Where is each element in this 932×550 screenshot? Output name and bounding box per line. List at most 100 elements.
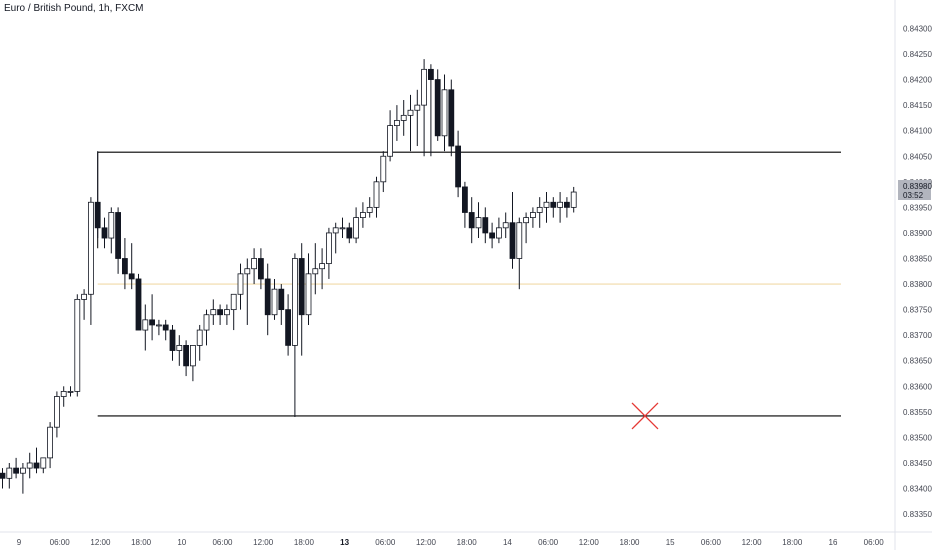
candle (155, 319, 162, 336)
candle-body-down (115, 212, 121, 259)
candle (516, 217, 523, 290)
candle (530, 207, 536, 228)
candle (448, 79, 455, 157)
price-tick-label: 0.83350 (903, 510, 932, 519)
price-tick-label: 0.83450 (903, 459, 932, 468)
price-tick-label: 0.84100 (903, 127, 932, 136)
candle (305, 253, 312, 325)
candle-body-up (142, 319, 149, 331)
price-tick-label: 0.83500 (903, 433, 932, 442)
chart-title: Euro / British Pound, 1h, FXCM (4, 3, 144, 14)
candle-body-up (230, 293, 237, 311)
candle (291, 253, 298, 417)
candle-body-up (19, 467, 26, 474)
candle (115, 207, 121, 274)
candle-body-up (6, 467, 13, 479)
candle (251, 248, 258, 285)
candle (461, 181, 468, 228)
candle (19, 462, 26, 494)
candle (189, 345, 196, 382)
candle (40, 457, 47, 474)
price-tick-label: 0.83800 (903, 280, 932, 289)
candle (393, 105, 400, 141)
candle (81, 289, 87, 320)
time-tick-label: 18:00 (294, 538, 315, 547)
candle-body-up (88, 201, 94, 295)
candle (210, 299, 217, 325)
candle (223, 304, 230, 325)
candle-body-down (509, 222, 516, 259)
candle (149, 294, 156, 341)
time-tick-label: 12:00 (579, 538, 600, 547)
candle (6, 462, 13, 489)
candle (94, 151, 101, 239)
candle-body-up (373, 181, 380, 208)
candle-body-up (210, 309, 217, 316)
candle (135, 273, 142, 331)
candle-body-up (244, 268, 251, 275)
price-axis[interactable]: 0.84300 0.84250 0.84200 0.84150 0.84100 0.840… (894, 0, 932, 550)
price-tick-label: 0.84250 (903, 50, 932, 59)
time-tick-label: 18:00 (782, 538, 803, 547)
time-tick-label: 06:00 (50, 538, 71, 547)
price-label-value: 0.83980 (903, 182, 932, 191)
time-tick-label: 12:00 (742, 538, 763, 547)
candle-body-up (319, 263, 326, 270)
candle-body-down (264, 278, 271, 316)
candle-body-down (461, 186, 468, 213)
candle-body-up (40, 457, 47, 469)
candle-body-up (502, 222, 509, 229)
x-marker-stroke (631, 402, 659, 430)
candle (60, 386, 67, 407)
candle (237, 263, 244, 310)
candle (183, 340, 190, 377)
time-tick-label: 10 (177, 538, 186, 547)
candle (257, 248, 264, 290)
candle-body-up (271, 288, 278, 316)
candle (142, 304, 149, 351)
candle-body-up (475, 217, 482, 229)
time-tick-label: 06:00 (212, 538, 233, 547)
candle-body-up (81, 293, 87, 300)
candle (482, 207, 489, 244)
candle (88, 197, 94, 325)
price-tick-label: 0.84200 (903, 76, 932, 85)
candle (230, 293, 237, 331)
candle-body-up (196, 329, 203, 346)
candle (400, 100, 407, 136)
candle (319, 248, 326, 290)
candle-body-up (203, 314, 210, 331)
candle (278, 284, 285, 325)
horizontal-levels[interactable] (97, 151, 841, 417)
price-tick-label: 0.83650 (903, 357, 932, 366)
candle-body-down (550, 201, 557, 208)
candle (244, 258, 251, 325)
candle (312, 243, 319, 295)
candle-body-up (407, 109, 414, 116)
price-tick-label: 0.84150 (903, 101, 932, 110)
candle-body-down (285, 309, 292, 346)
candle-body-down (482, 217, 489, 234)
candle-body-up (332, 227, 339, 234)
candle (176, 335, 183, 366)
price-tick-label: 0.83600 (903, 382, 932, 391)
candle-body-up (60, 391, 67, 397)
candle-body-up (251, 258, 258, 270)
time-tick-label: 06:00 (864, 538, 885, 547)
candle-body-down (135, 278, 142, 331)
candle (33, 447, 40, 474)
candle-body-down (468, 212, 475, 229)
candle-body-up (557, 201, 563, 208)
candle-body-up (108, 212, 115, 239)
candle (196, 324, 203, 361)
candle (427, 64, 434, 157)
price-tick-label: 0.83400 (903, 485, 932, 494)
candle (101, 217, 108, 249)
time-tick-label: 12:00 (253, 538, 274, 547)
candle-body-down (13, 467, 20, 474)
candle-body-up (237, 273, 244, 295)
candle-body-up (414, 104, 421, 111)
candle (217, 304, 224, 325)
time-axis[interactable]: 9 06:00 12:00 18:00 10 06:00 12:00 18:00 13 06:00… (0, 531, 932, 547)
